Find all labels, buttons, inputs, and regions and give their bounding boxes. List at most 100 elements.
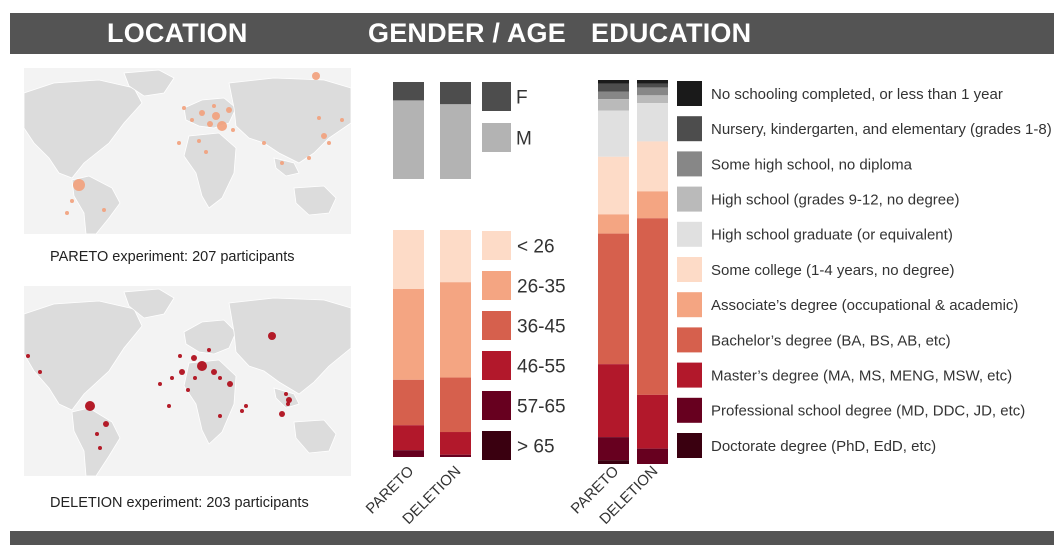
bar-segment xyxy=(393,289,424,380)
pareto-world-map xyxy=(24,68,351,234)
map-marker xyxy=(217,121,227,131)
legend-label: High school (grades 9-12, no degree) xyxy=(711,192,959,209)
legend-swatch xyxy=(677,397,702,423)
map-marker xyxy=(280,161,284,165)
map-marker xyxy=(190,118,194,122)
bar-segment xyxy=(598,214,629,234)
deletion-map-caption: DELETION experiment: 203 participants xyxy=(50,495,309,511)
legend-label: M xyxy=(516,128,532,149)
map-marker xyxy=(85,401,95,411)
map-marker xyxy=(262,141,266,145)
bar-segment xyxy=(637,80,668,84)
bar-segment xyxy=(440,282,471,378)
header-bar xyxy=(10,13,1054,54)
deletion-world-map xyxy=(24,286,351,476)
bar-segment xyxy=(637,218,668,395)
legend-swatch xyxy=(482,391,511,420)
map-marker xyxy=(212,104,216,108)
legend-label: Professional school degree (MD, DDC, JD,… xyxy=(711,403,1025,420)
map-marker xyxy=(170,376,174,380)
legend-swatch xyxy=(677,257,702,282)
map-marker xyxy=(218,414,222,418)
legend-label: 57-65 xyxy=(517,396,566,417)
bar-segment xyxy=(393,82,424,101)
legend-label: High school graduate (or equivalent) xyxy=(711,227,953,244)
bar-segment xyxy=(393,230,424,290)
legend-label: Some college (1-4 years, no degree) xyxy=(711,262,954,279)
map-marker xyxy=(177,141,181,145)
map-marker xyxy=(307,156,311,160)
legend-swatch xyxy=(482,431,511,460)
map-marker xyxy=(212,112,220,120)
map-marker xyxy=(207,348,211,352)
legend-label: Doctorate degree (PhD, EdD, etc) xyxy=(711,438,936,455)
legend-swatch xyxy=(482,231,511,260)
legend-swatch xyxy=(482,271,511,300)
map-marker xyxy=(244,404,248,408)
legend-swatch xyxy=(677,327,702,353)
bar-segment xyxy=(598,156,629,215)
bar-segment xyxy=(440,82,471,105)
map-marker xyxy=(312,72,320,80)
bar-segment xyxy=(637,141,668,192)
legend-swatch xyxy=(677,81,702,106)
map-marker xyxy=(73,179,85,191)
legend-swatch xyxy=(677,292,702,318)
bar-segment xyxy=(637,394,668,449)
legend-swatch xyxy=(677,116,702,142)
map-marker xyxy=(102,208,106,212)
map-marker xyxy=(286,402,290,406)
map-marker xyxy=(226,107,232,113)
legend-swatch xyxy=(482,123,511,152)
map-marker xyxy=(191,355,197,361)
map-marker xyxy=(95,432,99,436)
legend-label: Nursery, kindergarten, and elementary (g… xyxy=(711,121,1052,138)
bar-segment xyxy=(598,99,629,111)
map-marker xyxy=(186,388,190,392)
bar-segment xyxy=(637,87,668,96)
map-marker xyxy=(211,369,217,375)
bar-segment xyxy=(393,450,424,457)
map-marker xyxy=(158,382,162,386)
education-title: EDUCATION xyxy=(591,18,752,48)
legend-swatch xyxy=(677,221,702,247)
bar-segment xyxy=(598,460,629,464)
legend-swatch xyxy=(677,186,702,212)
map-marker xyxy=(321,133,327,139)
legend-swatch xyxy=(677,433,702,458)
map-marker xyxy=(286,397,292,403)
legend-swatch xyxy=(482,82,511,111)
map-marker xyxy=(197,361,207,371)
map-marker xyxy=(103,421,109,427)
bar-segment xyxy=(440,432,471,455)
pareto-markers xyxy=(65,72,344,215)
map-marker xyxy=(38,370,42,374)
map-marker xyxy=(178,354,182,358)
legend-label: Some high school, no diploma xyxy=(711,156,913,173)
map-marker xyxy=(65,211,69,215)
bar-segment xyxy=(637,95,668,104)
legend-label: Associate’s degree (occupational & acade… xyxy=(711,297,1018,314)
legend-label: Master’s degree (MA, MS, MENG, MSW, etc) xyxy=(711,368,1012,385)
legend-swatch xyxy=(482,351,511,380)
bar-segment xyxy=(440,230,471,283)
bar-segment xyxy=(637,448,668,464)
bar-segment xyxy=(393,379,424,426)
bar-segment xyxy=(393,100,424,179)
map-marker xyxy=(227,381,233,387)
footer-bar xyxy=(10,531,1054,545)
map-marker xyxy=(218,376,222,380)
legend-label: No schooling completed, or less than 1 y… xyxy=(711,86,1003,103)
legend-swatch xyxy=(677,151,702,177)
legend-label: F xyxy=(516,87,528,108)
bar-segment xyxy=(440,104,471,179)
bar-segment xyxy=(440,454,471,457)
map-marker xyxy=(70,199,74,203)
map-marker xyxy=(317,116,321,120)
bar-segment xyxy=(637,103,668,142)
bar-segment xyxy=(598,80,629,84)
location-title: LOCATION xyxy=(107,18,248,48)
